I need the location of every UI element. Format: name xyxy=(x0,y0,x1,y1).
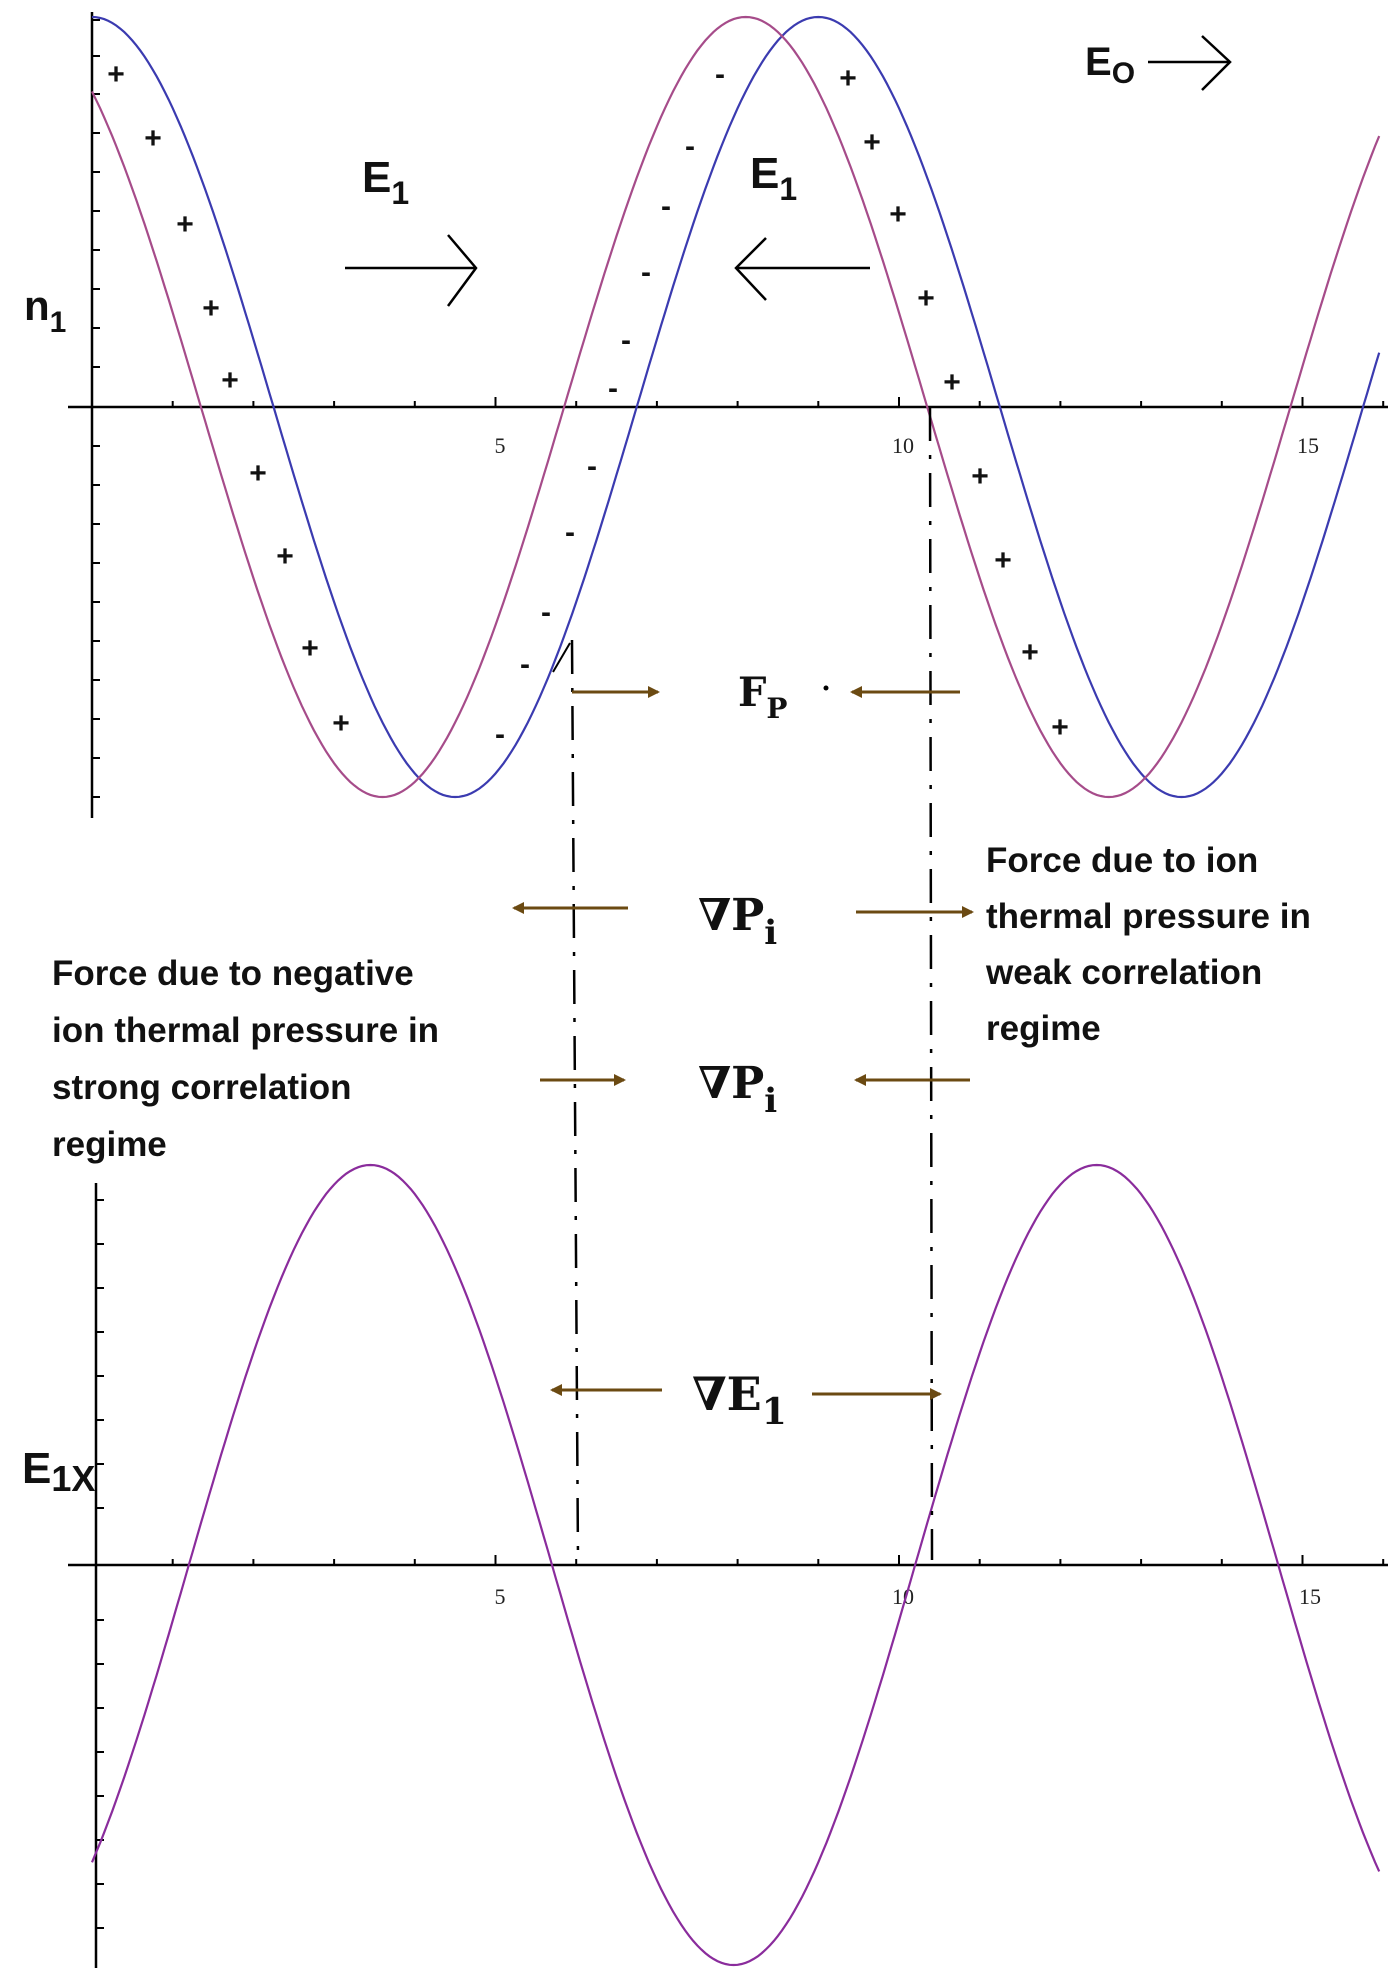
plus-charge-sign: + xyxy=(144,122,162,155)
plus-charge-sign: + xyxy=(1051,711,1069,744)
field-curve xyxy=(90,1163,1381,1967)
field-axis-label: E1X xyxy=(22,1444,95,1499)
grad-p-top-label: ∇Pi xyxy=(698,890,777,953)
plus-charge-sign: + xyxy=(971,460,989,493)
density-x-tick-15: 15 xyxy=(1297,433,1319,458)
plus-charge-sign: + xyxy=(839,62,857,95)
minus-charge-sign: - xyxy=(641,256,651,289)
weak-note-line-4: regime xyxy=(986,1009,1101,1048)
charge-markers: ++++++++++++++++++----------- xyxy=(107,58,1069,751)
left-guide-tick-mark xyxy=(552,642,571,673)
e0-arrow xyxy=(1148,35,1232,91)
minus-charge-sign: - xyxy=(495,718,505,751)
minus-charge-sign: - xyxy=(541,596,551,629)
field-plot-axes xyxy=(68,1183,1388,1968)
strong-note-line-3: strong correlation xyxy=(52,1068,351,1107)
strong-note-line-1: Force due to negative xyxy=(52,954,414,993)
e1-left-pointing-arrow xyxy=(734,237,870,301)
minus-charge-sign: - xyxy=(715,58,725,91)
plus-charge-sign: + xyxy=(917,282,935,315)
fp-dot xyxy=(823,685,829,691)
density-axis-label: n1 xyxy=(24,282,66,339)
plus-charge-sign: + xyxy=(176,208,194,241)
e0-label: EO xyxy=(1085,40,1135,90)
strong-note-line-4: regime xyxy=(52,1125,167,1164)
weak-correlation-note: Force due to ion thermal pressure in wea… xyxy=(985,841,1311,1048)
plus-charge-sign: + xyxy=(276,540,294,573)
plus-charge-sign: + xyxy=(1021,636,1039,669)
field-axis-ticks xyxy=(96,1199,1385,1929)
minus-charge-sign: - xyxy=(520,648,530,681)
left-guide-dashed-line xyxy=(570,639,580,1561)
minus-charge-sign: - xyxy=(565,516,575,549)
plus-charge-sign: + xyxy=(249,457,267,490)
density-plot-axes xyxy=(68,12,1388,818)
e1-left-label: E1 xyxy=(362,153,409,211)
field-x-tick-15: 15 xyxy=(1299,1584,1321,1609)
density-curve-blue xyxy=(91,15,1381,799)
plus-charge-sign: + xyxy=(889,198,907,231)
field-x-tick-5: 5 xyxy=(495,1584,506,1609)
minus-charge-sign: - xyxy=(661,190,671,223)
density-x-tick-5: 5 xyxy=(495,433,506,458)
plus-charge-sign: + xyxy=(943,366,961,399)
minus-charge-sign: - xyxy=(621,324,631,357)
plus-charge-sign: + xyxy=(107,58,125,91)
grad-p-bottom-label: ∇Pi xyxy=(698,1058,777,1121)
e1-right-pointing-arrow xyxy=(345,234,478,307)
density-x-tick-10: 10 xyxy=(892,433,914,458)
plus-charge-sign: + xyxy=(202,292,220,325)
minus-charge-sign: - xyxy=(587,450,597,483)
strong-note-line-2: ion thermal pressure in xyxy=(52,1011,439,1050)
weak-note-line-1: Force due to ion xyxy=(986,841,1258,880)
density-curve-magenta xyxy=(91,15,1381,799)
grad-e-label: ∇E1 xyxy=(692,1367,787,1433)
e1-right-label: E1 xyxy=(750,149,797,207)
density-axis-ticks xyxy=(92,19,1385,798)
plus-charge-sign: + xyxy=(332,707,350,740)
plus-charge-sign: + xyxy=(221,364,239,397)
fp-label: FP xyxy=(738,669,787,725)
plus-charge-sign: + xyxy=(863,126,881,159)
weak-note-line-3: weak correlation xyxy=(985,953,1262,992)
plus-charge-sign: + xyxy=(994,544,1012,577)
plus-charge-sign: + xyxy=(301,632,319,665)
strong-correlation-note: Force due to negative ion thermal pressu… xyxy=(52,954,439,1164)
weak-note-line-2: thermal pressure in xyxy=(986,897,1311,936)
minus-charge-sign: - xyxy=(685,130,695,163)
minus-charge-sign: - xyxy=(608,372,618,405)
right-guide-dashed-line xyxy=(928,406,934,1561)
